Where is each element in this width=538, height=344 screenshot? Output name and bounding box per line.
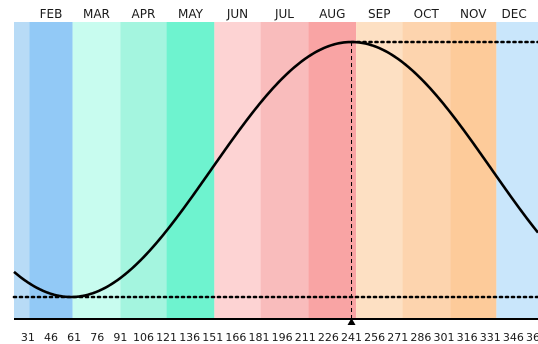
x-tick-label: 361 [526, 331, 538, 344]
peak-arrow-icon [347, 318, 356, 325]
month-label-mar: MAR [83, 7, 110, 21]
band-feb [29, 22, 73, 319]
x-tick-label: 76 [90, 331, 104, 344]
x-tick-labels: 31 46 61 76 91 106 121 136 151 166 181 196 211 226 241… [21, 331, 538, 344]
x-tick-label: 91 [113, 331, 127, 344]
x-tick-label: 316 [457, 331, 478, 344]
month-label-may: MAY [178, 7, 204, 21]
band-mar [72, 22, 121, 319]
x-tick-label: 46 [44, 331, 58, 344]
month-bands [14, 22, 538, 319]
x-tick-label: 286 [410, 331, 431, 344]
month-label-dec: DEC [502, 7, 527, 21]
peak-marker [347, 318, 356, 325]
band-nov [450, 22, 497, 319]
x-tick-label: 226 [318, 331, 339, 344]
month-label-feb: FEB [40, 7, 63, 21]
x-tick-label: 271 [387, 331, 408, 344]
month-labels: FEB MAR APR MAY JUN JUL AUG SEP OCT NOV DEC [40, 7, 527, 21]
x-tick-label: 166 [225, 331, 246, 344]
band-sep [356, 22, 403, 319]
x-tick-label: 181 [249, 331, 270, 344]
month-label-jul: JUL [274, 7, 294, 21]
x-tick-label: 106 [133, 331, 154, 344]
x-tick-label: 211 [295, 331, 316, 344]
band-apr [120, 22, 167, 319]
x-tick-label: 301 [433, 331, 454, 344]
reference-lines [12, 40, 538, 321]
band-jan [14, 22, 30, 319]
x-tick-label: 196 [272, 331, 293, 344]
x-tick-label: 346 [503, 331, 524, 344]
x-tick-label: 31 [21, 331, 35, 344]
band-jun [214, 22, 261, 319]
x-tick-label: 121 [156, 331, 177, 344]
x-tick-label: 61 [67, 331, 81, 344]
band-dec [496, 22, 538, 319]
band-oct [402, 22, 451, 319]
band-jul [260, 22, 309, 319]
month-label-nov: NOV [460, 7, 487, 21]
month-label-apr: APR [132, 7, 156, 21]
seasonal-curve [13, 40, 538, 299]
band-may [166, 22, 215, 319]
x-tick-label: 256 [364, 331, 385, 344]
x-tick-label: 136 [179, 331, 200, 344]
month-label-aug: AUG [319, 7, 345, 21]
month-label-jun: JUN [226, 7, 248, 21]
band-aug [308, 22, 357, 319]
month-label-oct: OCT [414, 7, 440, 21]
x-tick-label: 331 [480, 331, 501, 344]
month-label-sep: SEP [368, 7, 390, 21]
x-tick-label: 241 [341, 331, 362, 344]
x-tick-label: 151 [202, 331, 223, 344]
